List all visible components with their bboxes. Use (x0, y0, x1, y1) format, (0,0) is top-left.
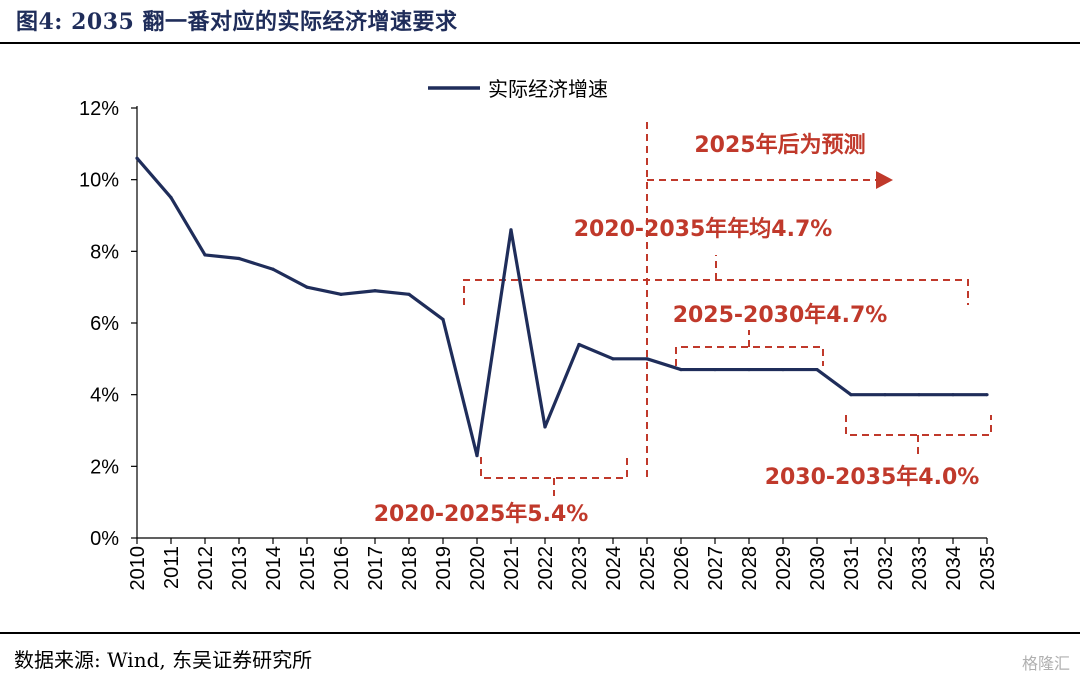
x-tick-label: 2012 (195, 546, 217, 591)
y-tick-label: 2% (90, 456, 119, 478)
data-point (339, 292, 343, 296)
annotation-forecast: 2025年后为预测 (694, 132, 865, 158)
data-point (543, 425, 547, 429)
figure-title: 图4: 2035 翻一番对应的实际经济增速要求 (16, 9, 458, 35)
data-point (679, 367, 683, 372)
series-line-0 (135, 157, 987, 458)
data-point (169, 195, 173, 200)
data-point (135, 156, 139, 160)
data-point (509, 228, 513, 232)
data-point (203, 253, 207, 257)
x-tick-label: 2029 (773, 546, 795, 591)
y-tick-label: 10% (79, 170, 119, 192)
data-point (475, 453, 479, 458)
top-rule (0, 42, 1080, 44)
data-point (951, 393, 955, 397)
data-point (271, 267, 275, 271)
x-tick-label: 2034 (943, 546, 965, 591)
bottom-rule (0, 632, 1080, 634)
axes: 0% 2% 4% 6% 8% 10% 12% 2010 2011 2012 2013 2014 2015… (79, 98, 999, 591)
x-tick-label: 2026 (671, 546, 693, 591)
x-tick-label: 2023 (569, 546, 591, 591)
x-tick-label: 2031 (841, 546, 863, 591)
x-tick-label: 2024 (603, 546, 625, 591)
y-tick-label: 4% (90, 385, 119, 407)
data-point (407, 292, 411, 296)
x-tick-label: 2030 (807, 546, 829, 591)
data-point (713, 367, 717, 372)
x-tick-label: 2027 (705, 546, 727, 591)
annotation-2030-2035: 2030-2035年4.0% (765, 464, 980, 490)
annotation-2020-2025: 2020-2025年5.4% (374, 501, 589, 527)
x-tick-label: 2010 (127, 546, 149, 591)
x-tick-label: 2021 (501, 546, 523, 591)
legend: 实际经济增速 (428, 77, 608, 101)
bracket-2020-2035 (463, 279, 969, 305)
legend-label: 实际经济增速 (488, 77, 608, 101)
data-point (815, 367, 819, 372)
data-point (747, 367, 751, 372)
x-tick-label: 2014 (263, 546, 285, 591)
y-tick-label: 12% (79, 98, 119, 120)
data-point (849, 393, 853, 397)
x-tick-label: 2017 (365, 546, 387, 591)
x-tick-label: 2033 (909, 546, 931, 591)
x-tick-label: 2028 (739, 546, 761, 591)
annotation-2025-2030: 2025-2030年4.7% (673, 302, 888, 328)
data-point (237, 256, 241, 261)
data-point (781, 367, 785, 372)
x-tick-label: 2018 (399, 546, 421, 591)
x-tick-label: 2022 (535, 546, 557, 591)
data-point (917, 393, 921, 397)
data-point (645, 357, 649, 361)
annotation-brackets (463, 122, 992, 496)
bracket-2025-2030 (675, 346, 824, 366)
x-tick-label: 2019 (433, 546, 455, 591)
forecast-arrowhead (876, 171, 893, 189)
x-tick-label: 2020 (467, 546, 489, 591)
x-tick-label: 2015 (297, 546, 319, 591)
y-tick-label: 6% (90, 313, 119, 335)
annotation-labels: 2025年后为预测 2020-2035年年均4.7% 2025-2030年4.7% 2… (374, 132, 980, 527)
y-tick-label: 0% (90, 528, 119, 550)
data-point (441, 317, 445, 322)
data-point (305, 285, 309, 289)
data-point (883, 393, 887, 397)
x-tick-label: 2035 (977, 546, 999, 591)
bracket-2020-2025 (480, 457, 628, 479)
bracket-2030-2035 (845, 415, 992, 436)
data-point (611, 357, 615, 361)
x-tick-label: 2016 (331, 546, 353, 591)
line-chart: 0% 2% 4% 6% 8% 10% 12% 2010 2011 2012 2013 2014 2015… (79, 77, 999, 591)
source-note: 数据来源: Wind, 东吴证券研究所 (14, 648, 313, 672)
x-tick-label: 2011 (161, 546, 183, 589)
annotation-2020-2035: 2020-2035年年均4.7% (574, 216, 833, 242)
x-tick-label: 2032 (875, 546, 897, 591)
data-point (577, 342, 581, 347)
watermark: 格隆汇 (1021, 654, 1070, 673)
y-tick-label: 8% (90, 241, 119, 263)
x-tick-label: 2025 (637, 546, 659, 591)
series-group (135, 156, 989, 458)
x-tick-label: 2013 (229, 546, 251, 591)
data-point (373, 289, 377, 293)
data-point (985, 393, 989, 397)
